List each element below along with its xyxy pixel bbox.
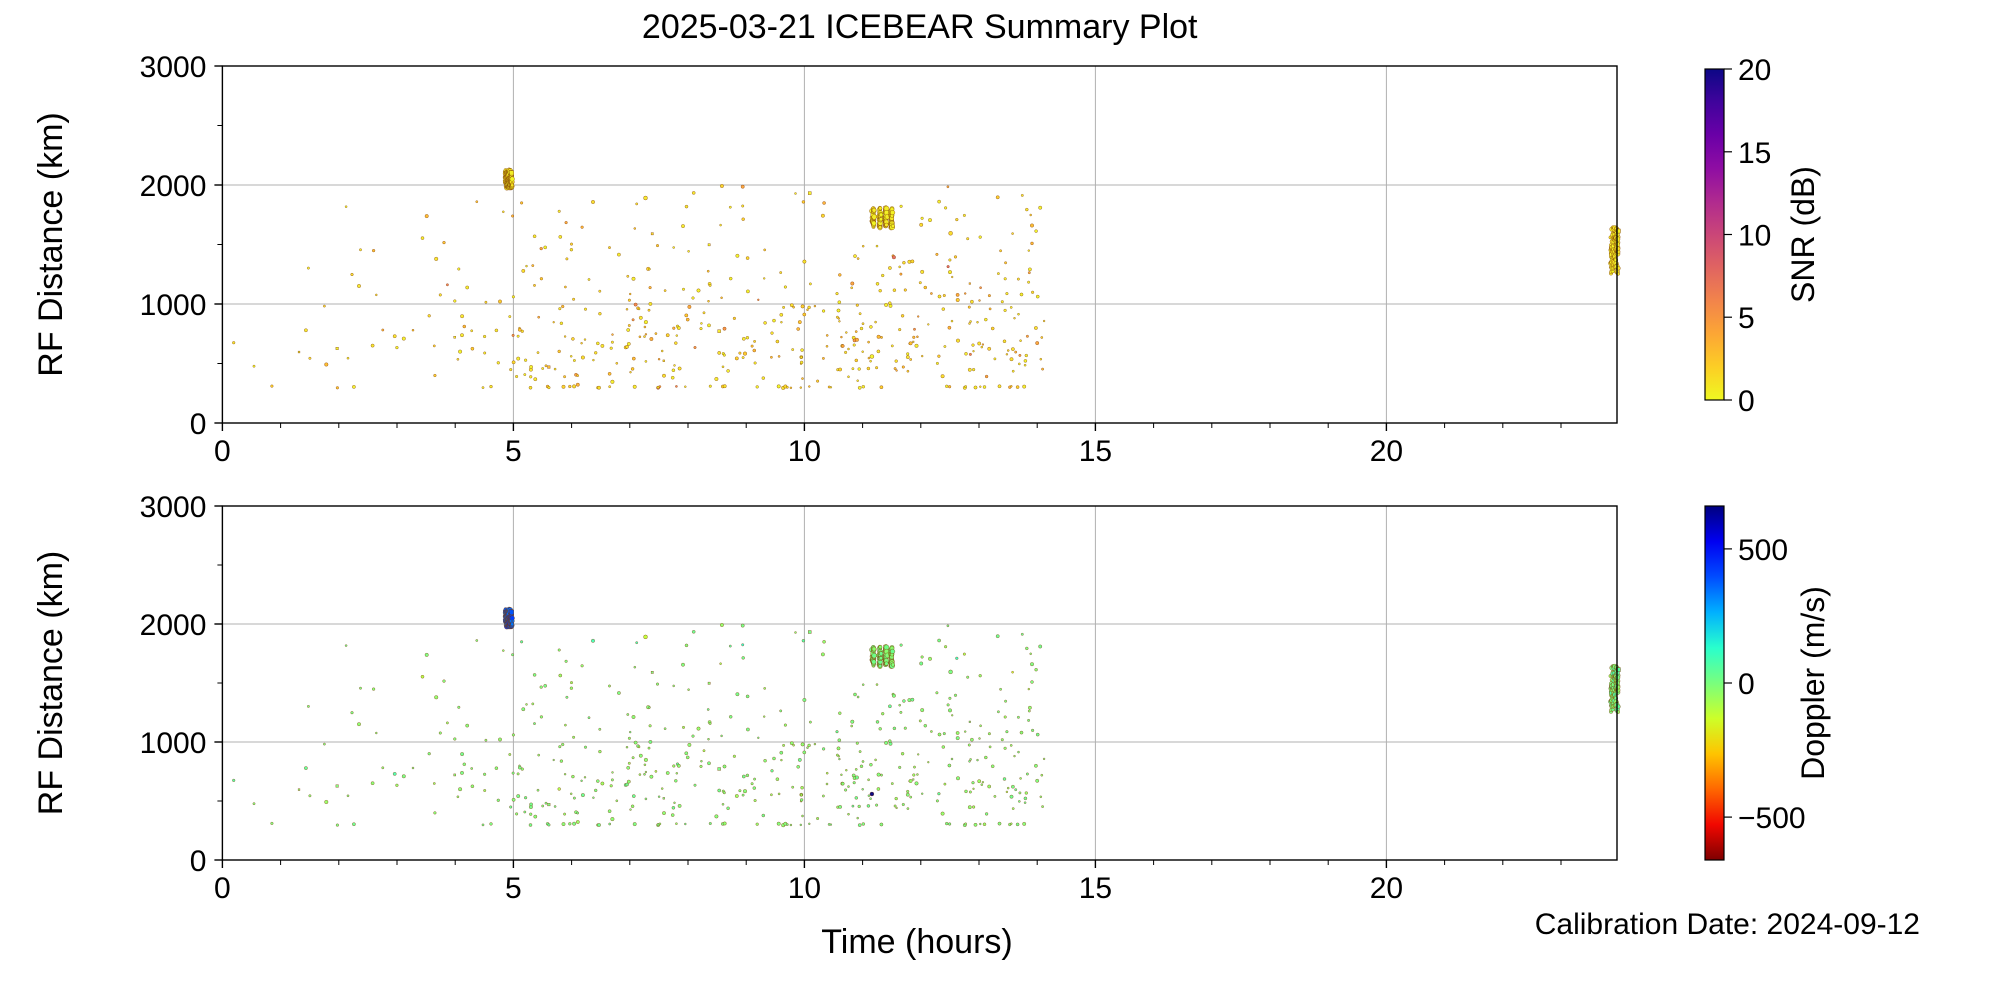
svg-text:2025-03-21 ICEBEAR Summary Plo: 2025-03-21 ICEBEAR Summary Plot (642, 8, 1198, 46)
svg-text:20: 20 (1370, 435, 1403, 468)
svg-text:5: 5 (505, 435, 522, 468)
svg-text:0: 0 (1738, 385, 1755, 418)
svg-text:Doppler (m/s): Doppler (m/s) (1795, 586, 1831, 780)
svg-text:1000: 1000 (140, 727, 207, 760)
svg-text:5: 5 (1738, 302, 1755, 335)
svg-text:3000: 3000 (140, 51, 207, 84)
svg-text:0: 0 (214, 435, 231, 468)
svg-text:10: 10 (1738, 220, 1771, 253)
svg-text:2000: 2000 (140, 170, 207, 203)
svg-text:5: 5 (505, 872, 522, 905)
svg-text:SNR (dB): SNR (dB) (1785, 166, 1821, 303)
svg-text:2000: 2000 (140, 609, 207, 642)
svg-text:3000: 3000 (140, 491, 207, 524)
svg-text:15: 15 (1738, 137, 1771, 170)
svg-text:0: 0 (214, 872, 231, 905)
svg-text:10: 10 (788, 435, 821, 468)
svg-text:Calibration Date: 2024-09-12: Calibration Date: 2024-09-12 (1535, 908, 1920, 941)
svg-text:0: 0 (190, 408, 207, 441)
svg-text:1000: 1000 (140, 289, 207, 322)
svg-text:RF Distance (km): RF Distance (km) (32, 112, 70, 376)
svg-text:15: 15 (1079, 435, 1112, 468)
svg-text:−500: −500 (1738, 802, 1806, 835)
svg-text:20: 20 (1738, 54, 1771, 87)
svg-text:RF Distance (km): RF Distance (km) (32, 551, 70, 815)
svg-text:20: 20 (1370, 872, 1403, 905)
svg-text:0: 0 (190, 845, 207, 878)
svg-text:0: 0 (1738, 668, 1755, 701)
svg-text:500: 500 (1738, 534, 1788, 567)
svg-text:15: 15 (1079, 872, 1112, 905)
svg-text:10: 10 (788, 872, 821, 905)
svg-text:Time (hours): Time (hours) (821, 923, 1012, 961)
